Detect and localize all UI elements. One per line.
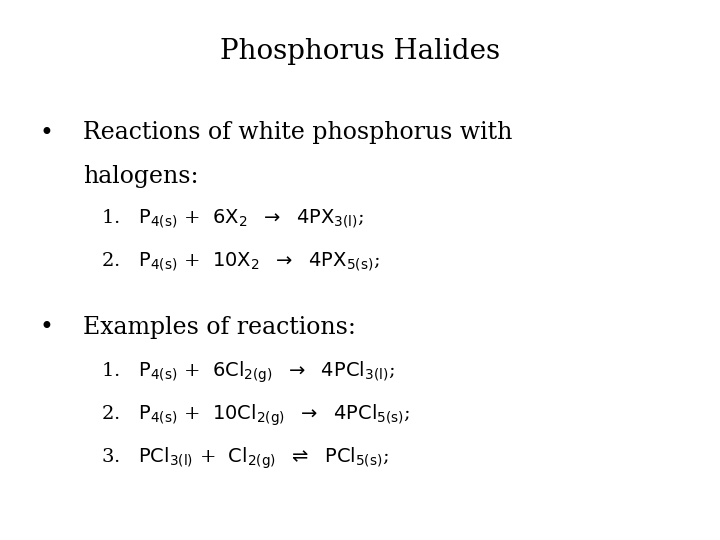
Text: •: •: [40, 316, 53, 339]
Text: 1.   $\mathrm{P_{4(s)}}$ +  $6\mathrm{Cl_{2(g)}}$  $\rightarrow$  $4\mathrm{PCl_: 1. $\mathrm{P_{4(s)}}$ + $6\mathrm{Cl_{2…: [101, 359, 395, 384]
Text: 1.   $\mathrm{P_{4(s)}}$ +  $6\mathrm{X_2}$  $\rightarrow$  $4\mathrm{PX_{3(l)}}: 1. $\mathrm{P_{4(s)}}$ + $6\mathrm{X_2}$…: [101, 208, 364, 230]
Text: 2.   $\mathrm{P_{4(s)}}$ +  $10\mathrm{X_2}$  $\rightarrow$  $4\mathrm{PX_{5(s)}: 2. $\mathrm{P_{4(s)}}$ + $10\mathrm{X_2}…: [101, 251, 379, 273]
Text: halogens:: halogens:: [83, 165, 198, 188]
Text: Phosphorus Halides: Phosphorus Halides: [220, 38, 500, 65]
Text: Examples of reactions:: Examples of reactions:: [83, 316, 356, 339]
Text: •: •: [40, 122, 53, 145]
Text: 2.   $\mathrm{P_{4(s)}}$ +  $10\mathrm{Cl_{2(g)}}$  $\rightarrow$  $4\mathrm{PCl: 2. $\mathrm{P_{4(s)}}$ + $10\mathrm{Cl_{…: [101, 402, 410, 428]
Text: Reactions of white phosphorus with: Reactions of white phosphorus with: [83, 122, 512, 145]
Text: 3.   $\mathrm{PCl_{3(l)}}$ +  $\mathrm{Cl_{2(g)}}$  $\rightleftharpoons$  $\math: 3. $\mathrm{PCl_{3(l)}}$ + $\mathrm{Cl_{…: [101, 446, 389, 471]
